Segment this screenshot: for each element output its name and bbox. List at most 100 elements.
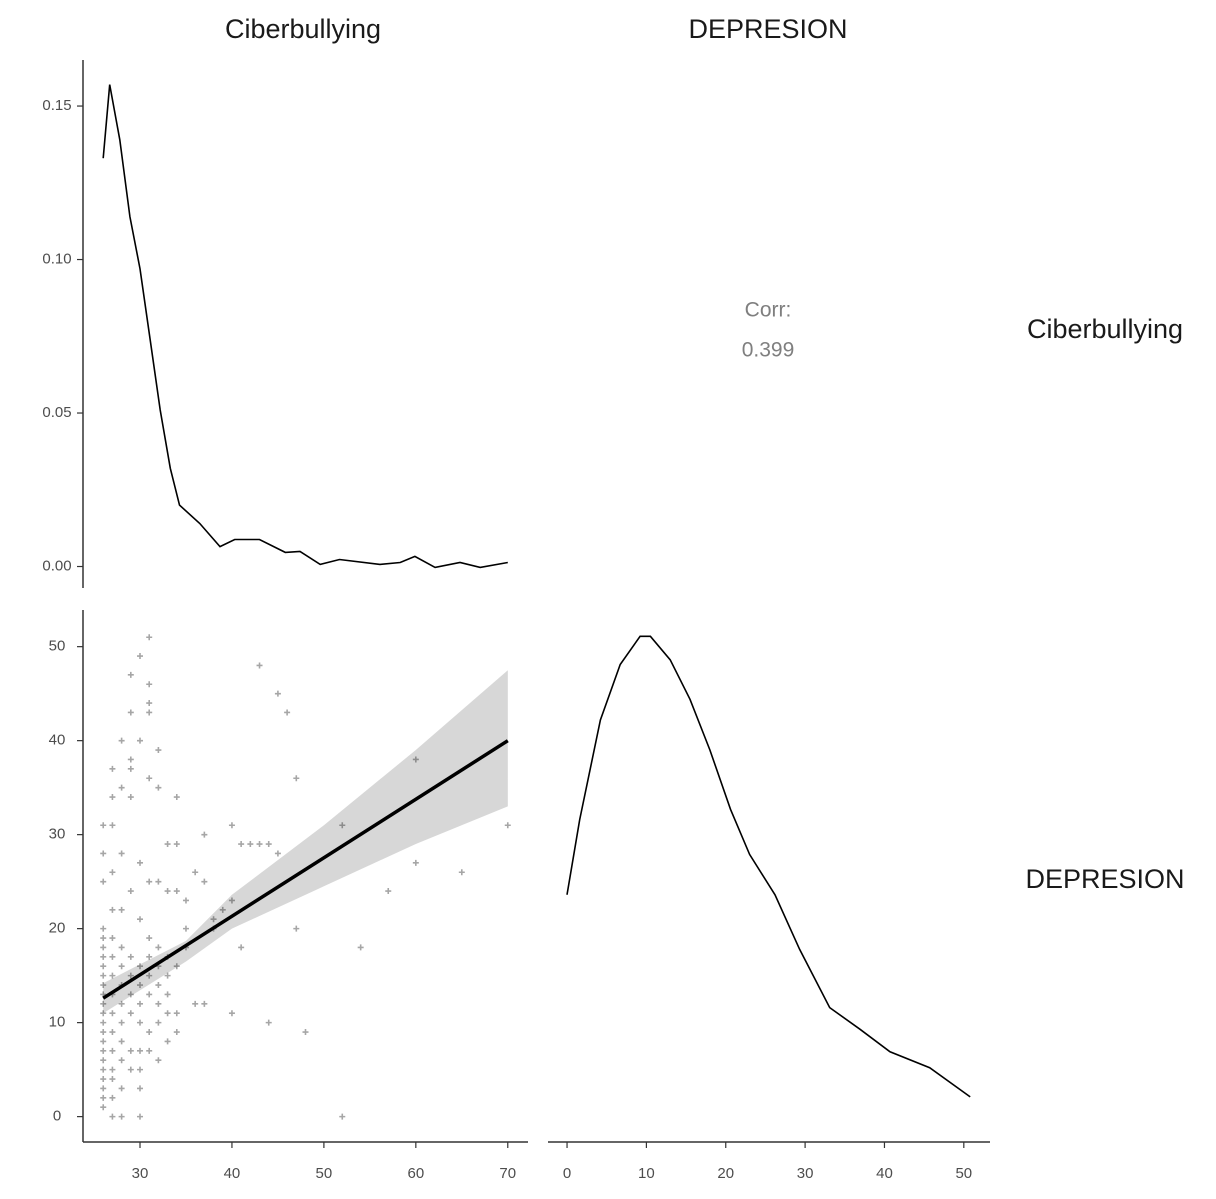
point	[164, 841, 171, 848]
point	[127, 888, 134, 895]
column-strip: Ciberbullying	[225, 14, 381, 44]
point	[192, 1000, 199, 1007]
point	[118, 1019, 125, 1026]
point	[137, 963, 144, 970]
point	[173, 794, 180, 801]
point	[127, 709, 134, 716]
row-strip: Ciberbullying	[1027, 314, 1183, 344]
point	[155, 982, 162, 989]
point	[458, 869, 465, 876]
point	[100, 822, 107, 829]
point	[100, 1104, 107, 1111]
point	[274, 690, 281, 697]
point	[146, 935, 153, 942]
point	[118, 963, 125, 970]
point	[100, 850, 107, 857]
point	[339, 822, 346, 829]
point	[100, 1076, 107, 1083]
point	[118, 784, 125, 791]
x-tick-label: 40	[876, 1165, 893, 1182]
point	[146, 709, 153, 716]
point	[127, 765, 134, 772]
point	[256, 662, 263, 669]
fit-line	[102, 739, 509, 1000]
point	[127, 972, 134, 979]
point	[201, 831, 208, 838]
point	[182, 897, 189, 904]
point	[109, 1010, 116, 1017]
point	[109, 972, 116, 979]
point	[155, 878, 162, 885]
point	[127, 953, 134, 960]
point	[100, 1085, 107, 1092]
x-tick-label: 40	[224, 1165, 241, 1182]
y-tick-label: 0.05	[42, 404, 71, 421]
point	[173, 888, 180, 895]
y-tick-label: 0.00	[42, 557, 71, 574]
point	[118, 1038, 125, 1045]
point	[109, 1029, 116, 1036]
point	[100, 925, 107, 932]
point	[137, 859, 144, 866]
point	[127, 671, 134, 678]
point	[100, 1010, 107, 1017]
point	[146, 681, 153, 688]
point	[100, 935, 107, 942]
point	[146, 775, 153, 782]
point	[109, 765, 116, 772]
point	[146, 1029, 153, 1036]
point	[219, 906, 226, 913]
point	[118, 737, 125, 744]
point	[385, 888, 392, 895]
point	[137, 916, 144, 923]
point	[118, 850, 125, 857]
point	[137, 1066, 144, 1073]
point	[412, 859, 419, 866]
point	[127, 1066, 134, 1073]
x-tick-label: 50	[316, 1165, 333, 1182]
point	[100, 963, 107, 970]
point	[100, 1047, 107, 1054]
row-strip: DEPRESION	[1025, 864, 1184, 894]
point	[100, 1066, 107, 1073]
point	[137, 737, 144, 744]
point	[155, 944, 162, 951]
point	[127, 794, 134, 801]
density-line	[566, 635, 971, 1098]
column-strip: DEPRESION	[688, 14, 847, 44]
point	[192, 869, 199, 876]
point	[100, 1019, 107, 1026]
point	[127, 991, 134, 998]
point	[164, 888, 171, 895]
point	[100, 1000, 107, 1007]
point	[201, 878, 208, 885]
point	[109, 1066, 116, 1073]
point	[164, 991, 171, 998]
point	[118, 1085, 125, 1092]
y-tick-label: 0	[53, 1108, 61, 1125]
point	[228, 822, 235, 829]
point	[238, 841, 245, 848]
point	[100, 972, 107, 979]
point	[210, 916, 217, 923]
x-tick-label: 30	[797, 1165, 814, 1182]
point	[109, 906, 116, 913]
x-tick-label: 50	[955, 1165, 972, 1182]
density-line	[102, 84, 508, 569]
y-tick-label: 30	[49, 826, 66, 843]
point	[164, 1038, 171, 1045]
point	[173, 963, 180, 970]
point	[302, 1029, 309, 1036]
point	[118, 906, 125, 913]
point	[109, 1076, 116, 1083]
x-tick-label: 60	[407, 1165, 424, 1182]
point	[137, 653, 144, 660]
point	[100, 1094, 107, 1101]
point	[339, 1113, 346, 1120]
point	[118, 944, 125, 951]
point	[137, 1019, 144, 1026]
point	[155, 1019, 162, 1026]
point	[504, 822, 511, 829]
x-tick-label: 70	[499, 1165, 516, 1182]
point	[146, 634, 153, 641]
